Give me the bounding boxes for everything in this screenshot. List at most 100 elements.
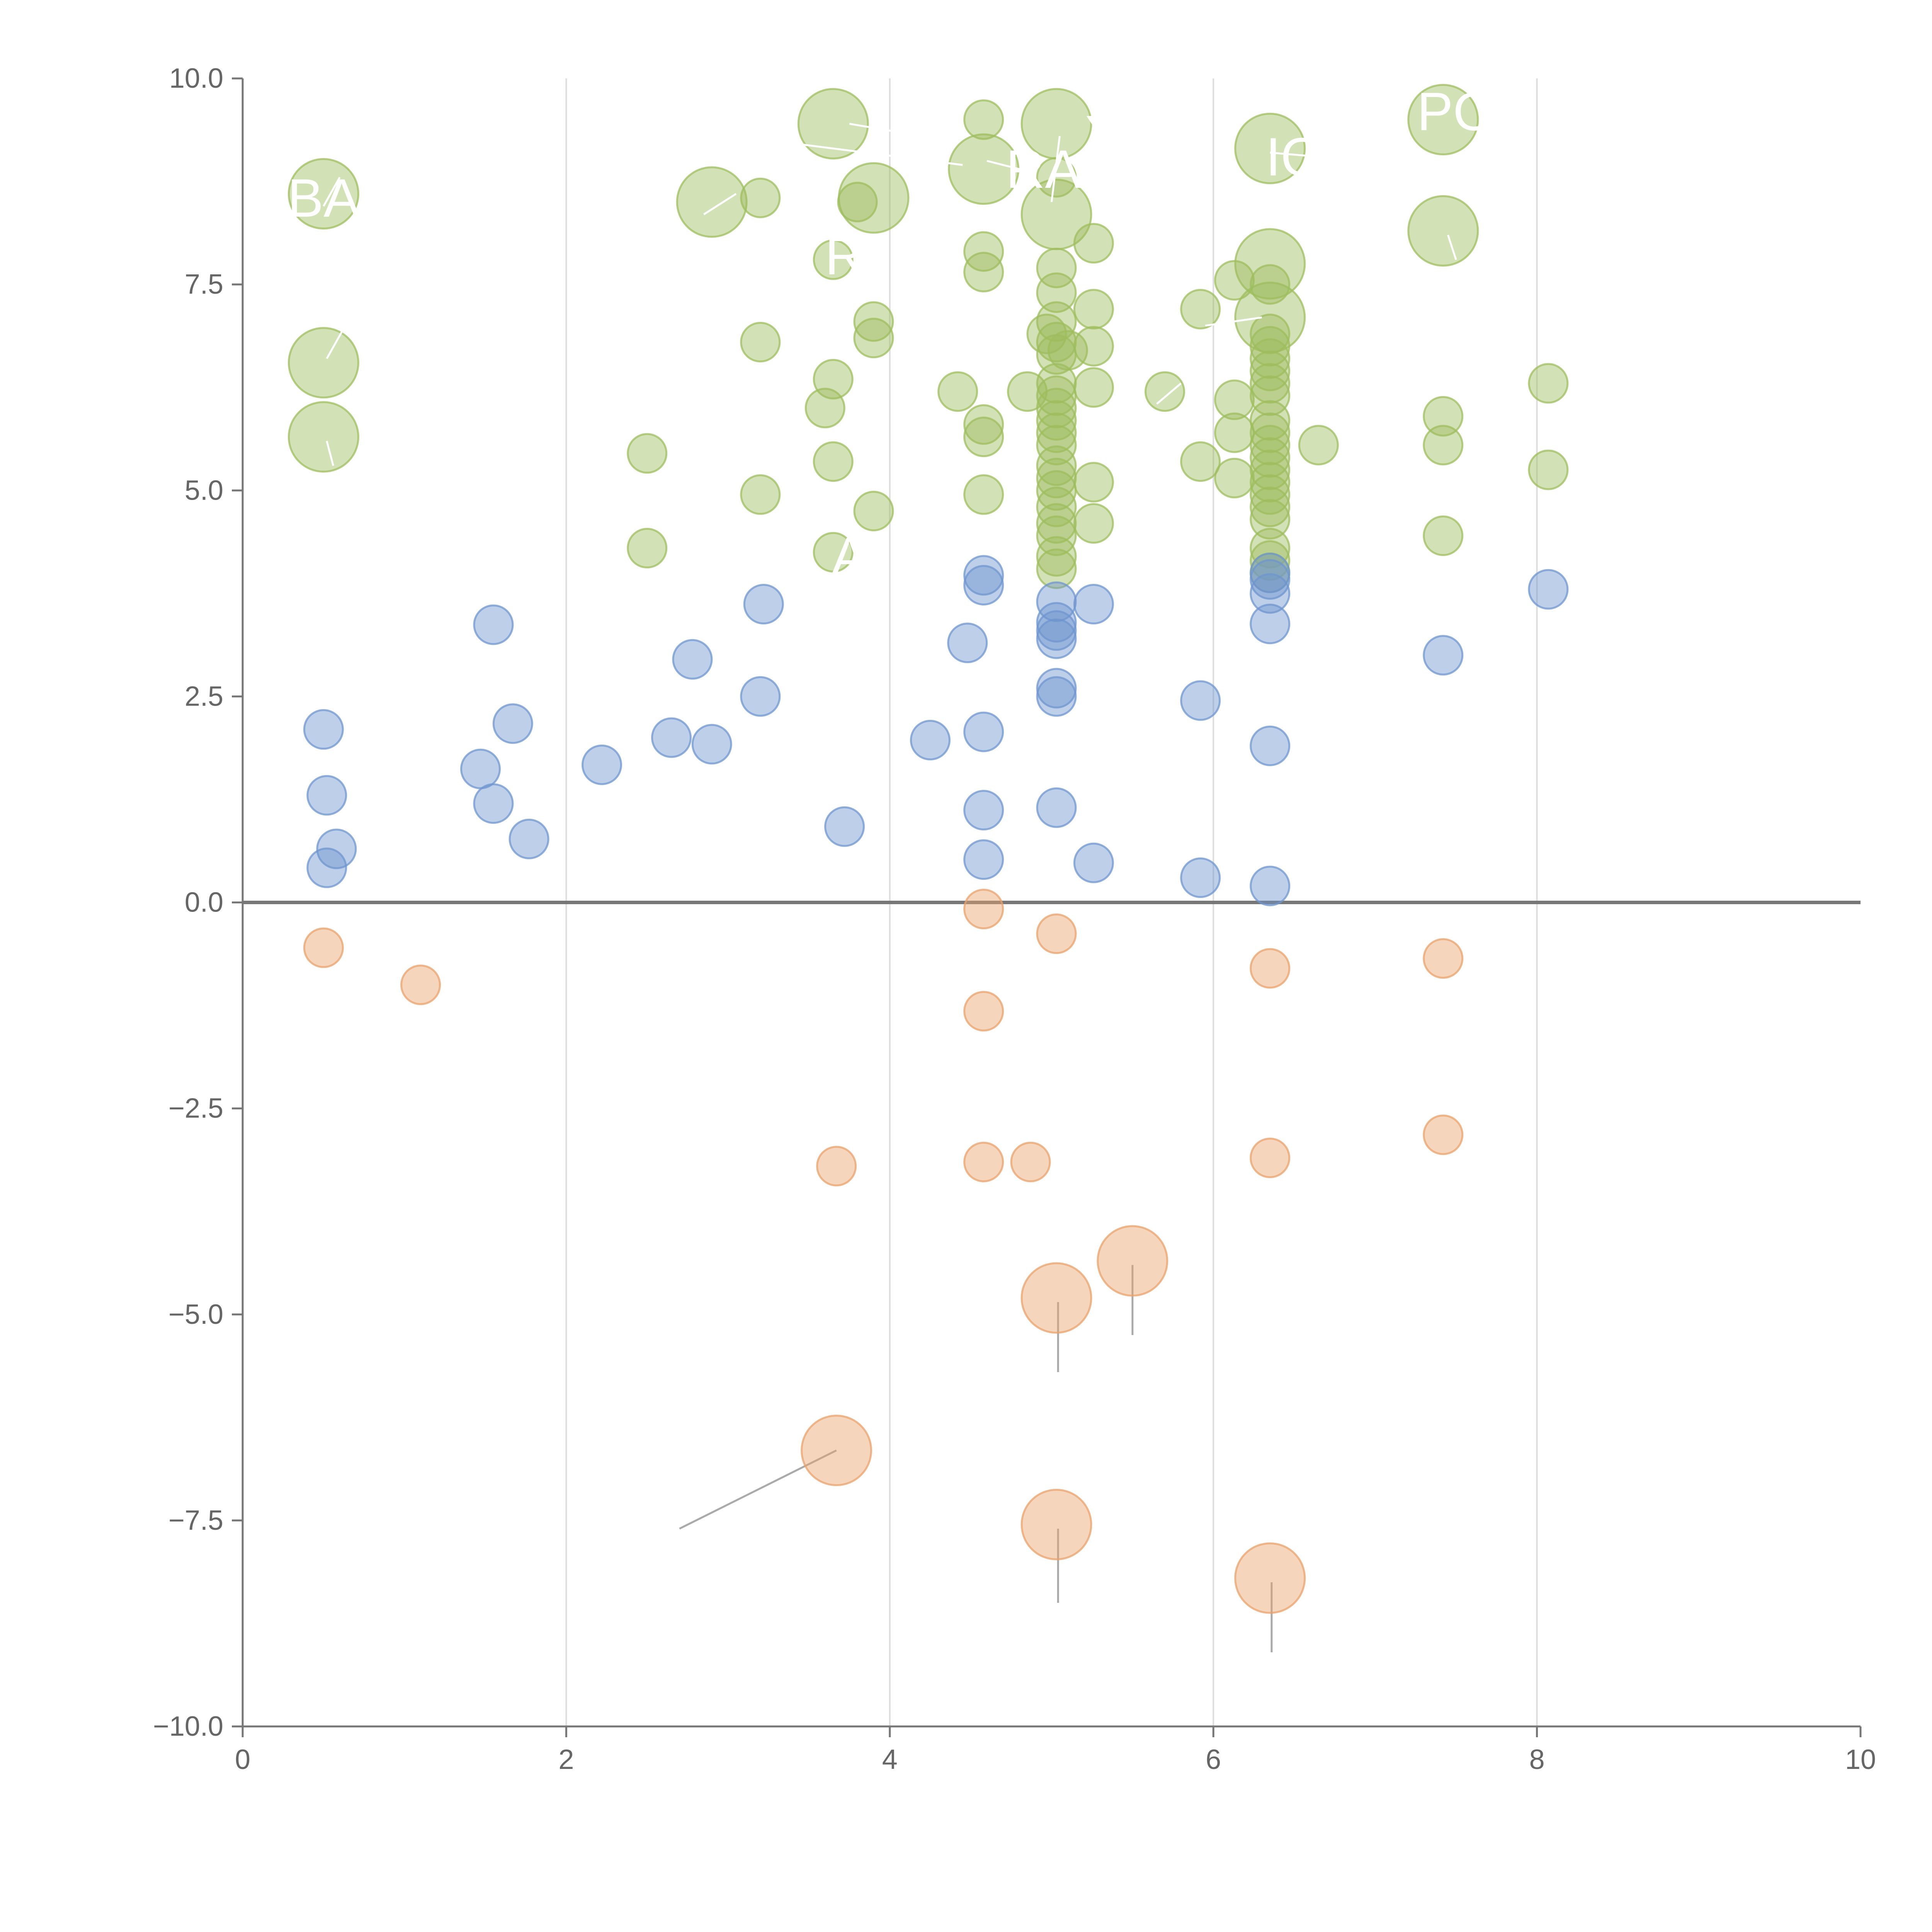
point-high-77 bbox=[1250, 412, 1291, 453]
point-high-10 bbox=[813, 239, 854, 280]
point-high-26 bbox=[963, 417, 1004, 457]
point-high-49 bbox=[1036, 536, 1077, 577]
point-low-14 bbox=[1234, 1542, 1306, 1614]
point-high-55 bbox=[1073, 326, 1114, 367]
point-high-93 bbox=[1423, 515, 1464, 556]
point-mid-29 bbox=[1036, 787, 1077, 828]
point-mid-21 bbox=[963, 790, 1004, 831]
point-low-1 bbox=[400, 964, 441, 1005]
point-high-70 bbox=[1250, 313, 1291, 354]
point-high-47 bbox=[1036, 503, 1077, 544]
point-low-11 bbox=[1097, 1225, 1168, 1297]
point-mid-3 bbox=[306, 847, 347, 888]
point-high-17 bbox=[853, 301, 894, 342]
point-low-10 bbox=[1020, 1489, 1092, 1561]
point-high-0 bbox=[287, 158, 359, 230]
point-mid-36 bbox=[1250, 573, 1291, 614]
point-high-92 bbox=[1423, 425, 1464, 466]
leader-line-top-5 bbox=[801, 143, 963, 166]
leader-line-top-2 bbox=[326, 440, 334, 466]
y-tick-label-7: 7.5 bbox=[185, 269, 223, 300]
point-high-72 bbox=[1250, 338, 1291, 379]
y-tick-label-6: 5.0 bbox=[185, 475, 223, 506]
point-high-20 bbox=[937, 371, 978, 412]
point-mid-27 bbox=[1036, 668, 1077, 709]
point-mid-10 bbox=[651, 717, 692, 758]
point-high-71 bbox=[1250, 326, 1291, 367]
point-high-14 bbox=[804, 388, 845, 429]
point-high-51 bbox=[1026, 313, 1067, 354]
leader-line-top-6 bbox=[986, 160, 1020, 170]
point-high-50 bbox=[1036, 548, 1077, 589]
point-mid-19 bbox=[963, 565, 1004, 605]
point-high-39 bbox=[1036, 388, 1077, 429]
point-high-60 bbox=[1180, 289, 1221, 330]
point-high-7 bbox=[740, 321, 781, 362]
point-high-82 bbox=[1250, 474, 1291, 515]
point-low-8 bbox=[1036, 913, 1077, 954]
point-high-1 bbox=[287, 327, 359, 399]
point-mid-24 bbox=[1036, 602, 1077, 643]
leader-line-top-1 bbox=[326, 329, 344, 359]
point-high-18 bbox=[853, 318, 894, 359]
point-high-25 bbox=[963, 404, 1004, 445]
point-high-79 bbox=[1250, 437, 1291, 478]
leader-line-top-10 bbox=[1156, 383, 1182, 405]
leader-line-top-3 bbox=[703, 193, 737, 215]
leader-line-top-4 bbox=[849, 122, 898, 133]
point-high-61 bbox=[1180, 441, 1221, 482]
point-mid-13 bbox=[740, 676, 781, 717]
point-mid-12 bbox=[691, 724, 732, 765]
point-high-9 bbox=[797, 88, 869, 160]
point-high-74 bbox=[1250, 363, 1291, 404]
point-high-94 bbox=[1528, 363, 1569, 404]
label-layer: BA S R RAY IO PO A bbox=[287, 81, 1495, 587]
point-high-73 bbox=[1250, 350, 1291, 391]
leader-line-top-8 bbox=[1270, 151, 1319, 158]
point-high-3 bbox=[627, 433, 668, 474]
point-high-54 bbox=[1073, 289, 1114, 330]
point-mid-28 bbox=[1036, 676, 1077, 717]
point-mid-25 bbox=[1036, 610, 1077, 651]
point-low-5 bbox=[963, 991, 1004, 1032]
point-mid-38 bbox=[1250, 725, 1291, 766]
point-label-4: Y bbox=[1085, 104, 1121, 165]
point-high-6 bbox=[740, 177, 781, 218]
point-mid-35 bbox=[1250, 559, 1291, 600]
point-low-6 bbox=[963, 1141, 1004, 1182]
point-high-69 bbox=[1250, 264, 1291, 305]
point-mid-5 bbox=[473, 604, 514, 645]
point-mid-23 bbox=[1036, 581, 1077, 622]
point-low-12 bbox=[1250, 948, 1291, 989]
point-high-89 bbox=[1407, 84, 1479, 156]
point-mid-15 bbox=[824, 806, 865, 847]
point-high-63 bbox=[1214, 379, 1255, 420]
point-mid-7 bbox=[492, 703, 533, 744]
point-high-21 bbox=[963, 99, 1004, 140]
point-high-81 bbox=[1250, 462, 1291, 503]
point-high-95 bbox=[1528, 449, 1569, 490]
point-high-43 bbox=[1036, 445, 1077, 486]
point-mid-8 bbox=[509, 818, 549, 859]
point-high-75 bbox=[1250, 375, 1291, 416]
point-label-6: PO bbox=[1417, 81, 1495, 142]
leader-line-12 bbox=[679, 1449, 837, 1530]
point-mid-1 bbox=[306, 775, 347, 816]
x-tick-label-3: 6 bbox=[1206, 1744, 1221, 1775]
point-low-9 bbox=[1020, 1262, 1092, 1334]
point-high-19 bbox=[853, 491, 894, 532]
point-mid-40 bbox=[1423, 635, 1464, 676]
point-high-5 bbox=[676, 166, 748, 238]
leader-line-top-11 bbox=[1205, 316, 1262, 327]
point-mid-14 bbox=[743, 584, 784, 625]
point-high-37 bbox=[1036, 363, 1077, 404]
point-low-4 bbox=[963, 889, 1004, 930]
point-high-57 bbox=[1073, 462, 1114, 503]
point-mid-17 bbox=[947, 622, 988, 663]
point-high-66 bbox=[1234, 112, 1306, 184]
y-tick-label-1: −7.5 bbox=[168, 1505, 223, 1536]
point-mid-30 bbox=[1073, 584, 1114, 625]
point-mid-22 bbox=[963, 839, 1004, 880]
point-low-0 bbox=[303, 927, 344, 968]
